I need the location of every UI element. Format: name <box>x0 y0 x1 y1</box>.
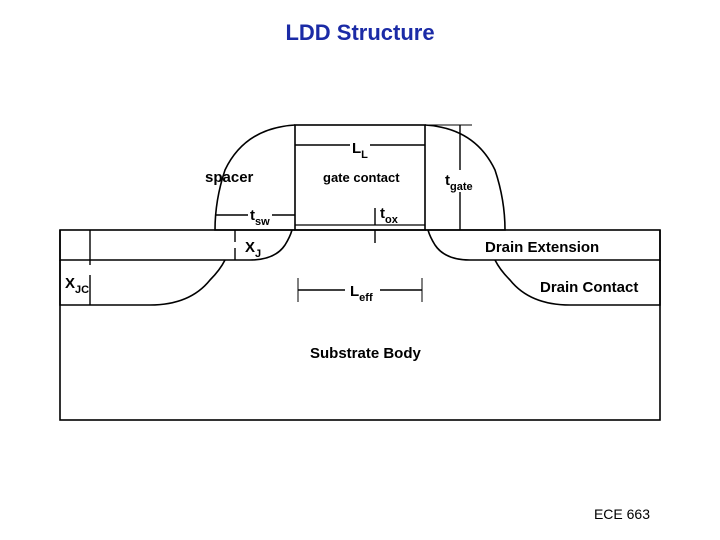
label-substrate-body: Substrate Body <box>310 345 422 362</box>
dim-X-JC: XJC <box>65 275 89 296</box>
dim-X-J: XJ <box>245 239 261 260</box>
page-title: LDD Structure <box>0 20 720 46</box>
dim-L-L: LL <box>352 140 368 161</box>
contact-left <box>60 260 225 305</box>
dim-L-eff: Leff <box>350 283 373 304</box>
ldd-diagram: LL tgate spacer gate contact tsw tox XJ … <box>40 80 680 450</box>
spacer-right <box>425 125 505 230</box>
dim-t-sw: tsw <box>250 207 270 228</box>
footer: ECE 663 <box>594 506 650 522</box>
label-drain-contact: Drain Contact <box>540 279 638 296</box>
substrate-body <box>60 230 660 420</box>
dim-t-gate: tgate <box>445 172 473 193</box>
label-spacer: spacer <box>205 169 254 186</box>
dim-t-ox: tox <box>380 205 399 226</box>
label-drain-extension: Drain Extension <box>485 239 599 256</box>
label-gate-contact: gate contact <box>323 170 400 185</box>
